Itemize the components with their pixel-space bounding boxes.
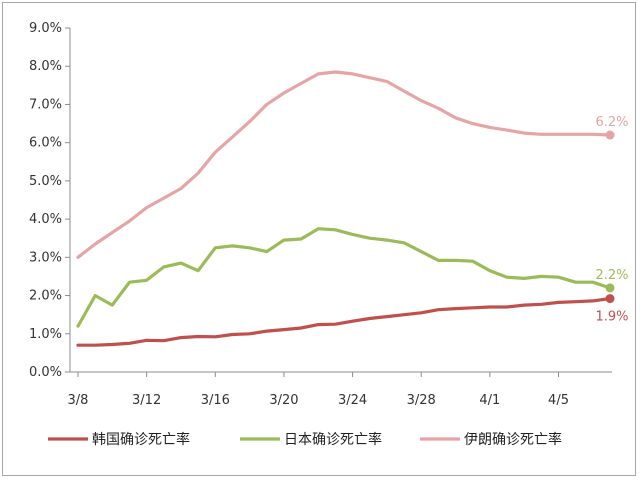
y-tick-label: 4.0% [29,212,62,227]
series-end-label: 2.2% [595,268,628,283]
x-tick-label: 3/12 [132,393,161,408]
series-line [76,297,612,347]
series-end-marker [605,283,615,293]
x-tick-label: 4/5 [548,393,569,408]
axes [69,28,612,373]
x-tick-label: 4/1 [479,393,500,408]
legend-label: 日本确诊死亡率 [284,431,382,448]
x-tick-label: 3/24 [338,393,367,408]
x-tick-label: 3/28 [407,393,436,408]
x-axis-ticks: 3/8 3/12 3/16 3/20 3/24 3/28 4/1 4/5 [68,372,569,408]
y-tick-label: 9.0% [29,21,62,36]
y-tick-label: 0.0% [29,365,62,380]
y-tick-label: 6.0% [29,136,62,151]
series-end-label: 1.9% [595,310,628,325]
y-tick-label: 8.0% [29,59,62,74]
legend-label: 伊朗确诊死亡率 [464,431,562,448]
x-tick-label: 3/16 [201,393,230,408]
series-line [76,227,612,328]
y-tick-label: 5.0% [29,174,62,189]
series-end-marker [605,294,615,304]
y-tick-label: 3.0% [29,250,62,265]
x-tick-label: 3/20 [269,393,298,408]
y-tick-label: 7.0% [29,97,62,112]
x-tick-label: 3/8 [68,393,89,408]
series-end-label: 6.2% [595,115,628,130]
legend-label: 韩国确诊死亡率 [92,431,190,448]
y-axis-ticks: 0.0% 1.0% 2.0% 3.0% 4.0% 5.0% 6.0% 7.0% 8.0% 9.0% [29,21,70,380]
series-end-marker [605,130,615,140]
series-line [76,70,612,259]
y-tick-label: 2.0% [29,289,62,304]
legend: 韩国确诊死亡率 日本确诊死亡率 伊朗确诊死亡率 [48,431,562,448]
chart-frame [2,2,636,476]
series-lines: 6.2% 2.2% 1.9% [76,70,629,347]
y-tick-label: 1.0% [29,327,62,342]
